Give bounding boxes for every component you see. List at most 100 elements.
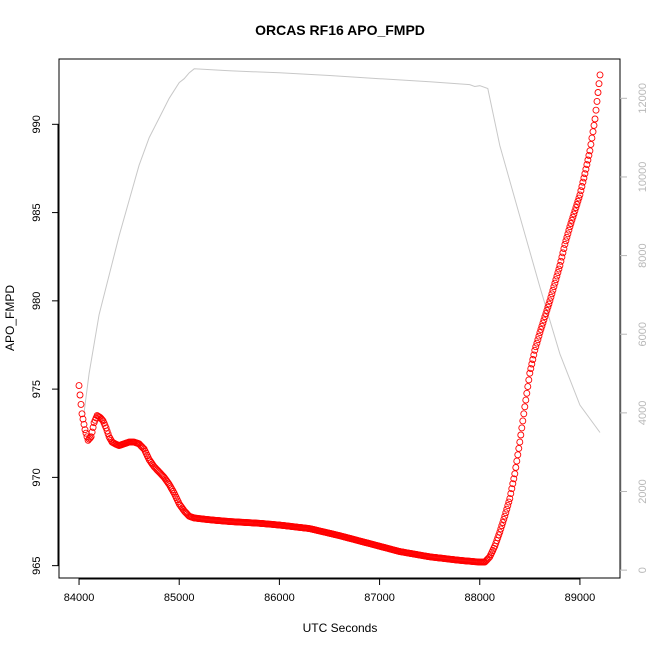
data-point <box>81 426 89 434</box>
data-point <box>531 346 539 354</box>
data-point <box>520 410 528 418</box>
y2-axis: 0 2000 4000 6000 8000 10000 12000 <box>620 83 649 573</box>
data-point <box>79 415 87 423</box>
data-point <box>496 528 504 536</box>
data-point <box>519 417 527 425</box>
data-point <box>507 490 515 498</box>
data-point <box>501 512 509 520</box>
data-point <box>577 187 585 195</box>
data-point <box>85 435 93 443</box>
y-tick-label: 980 <box>31 292 43 310</box>
data-point <box>540 316 548 324</box>
x-tick-label: 88000 <box>464 592 495 604</box>
data-point <box>537 325 545 333</box>
data-point <box>104 430 112 438</box>
data-point <box>550 283 558 291</box>
data-point <box>503 505 511 513</box>
data-point <box>514 451 522 459</box>
data-point <box>564 230 572 238</box>
data-point <box>569 213 577 221</box>
data-point <box>575 194 583 202</box>
data-point <box>76 391 84 399</box>
data-point <box>582 165 590 173</box>
data-point <box>587 140 595 148</box>
data-point <box>509 480 517 488</box>
right-axis-line <box>83 68 601 433</box>
data-point <box>565 226 573 234</box>
data-point <box>576 191 584 199</box>
data-point <box>566 223 574 231</box>
data-point <box>549 286 557 294</box>
data-point <box>590 121 598 129</box>
x-tick-label: 85000 <box>164 592 195 604</box>
data-point <box>89 423 97 431</box>
data-point <box>552 276 560 284</box>
data-point <box>553 272 561 280</box>
data-point <box>554 269 562 277</box>
chart-title: ORCAS RF16 APO_FMPD <box>255 22 425 38</box>
data-point <box>539 319 547 327</box>
data-point <box>527 365 535 373</box>
data-point <box>523 389 531 397</box>
x-tick-label: 86000 <box>264 592 295 604</box>
data-point <box>533 339 541 347</box>
data-point <box>508 485 516 493</box>
data-point <box>506 495 514 503</box>
data-point <box>563 233 571 241</box>
y2-tick-label: 2000 <box>637 479 649 503</box>
data-point <box>589 128 597 136</box>
data-point <box>559 249 567 257</box>
x-axis-label: UTC Seconds <box>303 621 378 635</box>
data-point <box>562 237 570 245</box>
data-point <box>593 97 601 105</box>
data-point <box>548 290 556 298</box>
data-point <box>166 482 174 490</box>
data-point <box>591 115 599 123</box>
data-point <box>526 369 534 377</box>
data-point <box>105 433 113 441</box>
data-point <box>497 525 505 533</box>
data-point <box>573 201 581 208</box>
data-point <box>529 356 537 363</box>
plot-frame <box>58 58 621 579</box>
data-point <box>579 178 587 186</box>
data-point <box>87 433 95 441</box>
y2-tick-label: 4000 <box>637 401 649 425</box>
data-point <box>77 400 85 408</box>
data-point <box>75 382 83 390</box>
y2-tick-label: 12000 <box>637 83 649 114</box>
y-tick-label: 970 <box>31 468 43 486</box>
y2-tick-label: 6000 <box>637 322 649 346</box>
data-point <box>583 161 591 169</box>
y2-tick-label: 0 <box>637 567 649 573</box>
y-tick-label: 965 <box>31 556 43 574</box>
right-axis-line-series <box>83 68 601 433</box>
data-point <box>505 498 513 506</box>
y-axis: 965 970 975 980 985 990 <box>31 115 59 575</box>
data-point <box>555 265 563 273</box>
data-point <box>560 245 568 253</box>
data-point <box>536 329 544 337</box>
data-point <box>165 480 173 488</box>
data-point <box>568 216 576 224</box>
data-point <box>551 279 559 287</box>
data-point <box>515 444 523 452</box>
data-point <box>585 151 593 159</box>
data-point <box>558 253 566 261</box>
data-point <box>518 424 526 432</box>
data-point <box>535 332 543 340</box>
data-point <box>169 488 177 495</box>
data-point <box>561 240 569 248</box>
data-point <box>557 257 565 265</box>
data-point <box>544 303 552 311</box>
data-point <box>538 322 546 330</box>
data-point <box>578 183 586 190</box>
point-series <box>75 71 604 566</box>
x-tick-label: 84000 <box>64 592 95 604</box>
data-point <box>592 106 600 114</box>
y-tick-label: 990 <box>31 115 43 133</box>
data-point <box>513 457 521 465</box>
data-point <box>522 396 530 404</box>
data-point <box>581 170 589 178</box>
x-tick-label: 87000 <box>364 592 395 604</box>
